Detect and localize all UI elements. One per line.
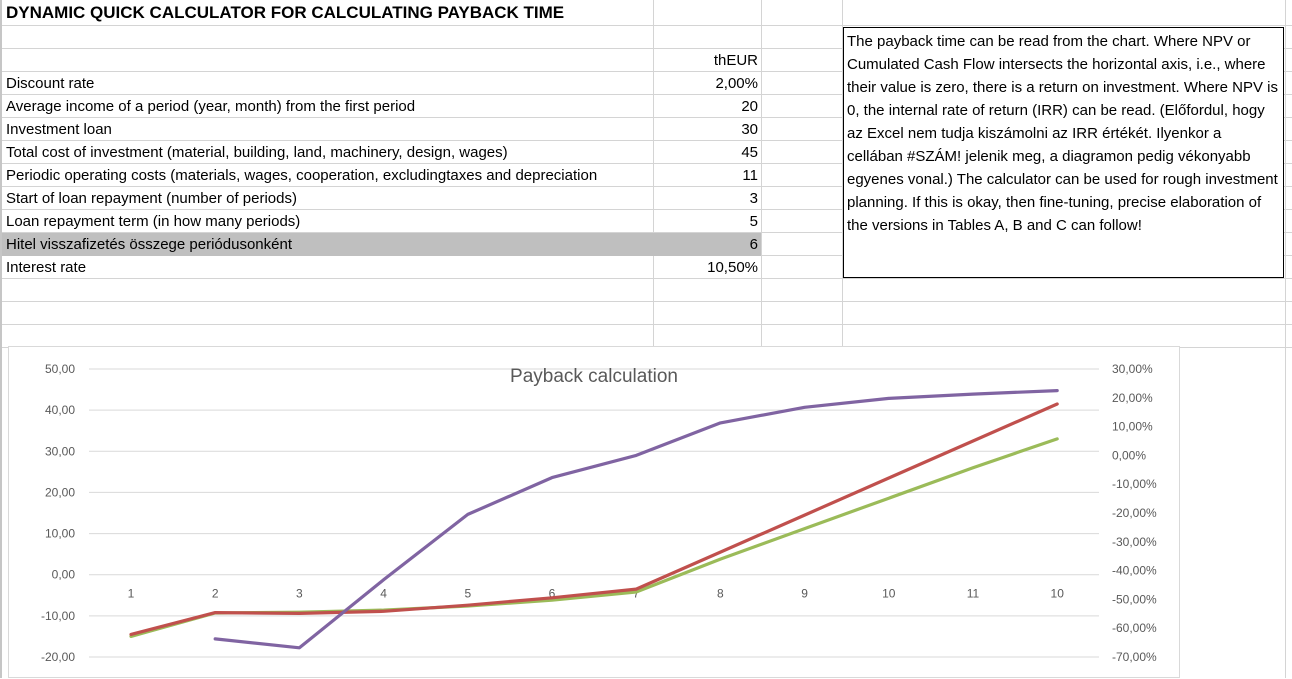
y-tick-label: 10,00: [45, 527, 75, 541]
payback-chart-svg: 50,00 40,00 30,00 20,00 10,00 0,00 -10,00 -20,0…: [41, 362, 1157, 664]
highlighted-row-background: [2, 233, 761, 256]
series-line-1: [129, 437, 1059, 638]
row-value-total-cost[interactable]: 45: [741, 144, 758, 161]
y-tick-label: 0,00: [52, 568, 76, 582]
y2-tick-label: -10,00%: [1112, 477, 1157, 491]
y2-tick-label: -40,00%: [1112, 564, 1157, 578]
series-line-3: [213, 389, 1059, 650]
y2-tick-label: 0,00%: [1112, 448, 1146, 462]
x-tick-label: 9: [801, 587, 808, 601]
row-value-interest-rate[interactable]: 10,50%: [707, 259, 758, 276]
row-value-investment-loan[interactable]: 30: [741, 121, 758, 138]
row-value-repayment-amount[interactable]: 6: [749, 236, 758, 253]
y2-tick-label: -50,00%: [1112, 592, 1157, 606]
unit-header[interactable]: thEUR: [713, 52, 758, 69]
row-label-repayment-amount[interactable]: Hitel visszafizetés összege periódusonké…: [6, 236, 292, 253]
row-label-discount-rate[interactable]: Discount rate: [6, 75, 95, 92]
x-tick-label: 2: [212, 587, 219, 601]
x-tick-label: 10: [1051, 587, 1065, 601]
y-tick-label: 30,00: [45, 444, 75, 458]
payback-chart[interactable]: 50,00 40,00 30,00 20,00 10,00 0,00 -10,00 -20,0…: [8, 346, 1180, 678]
row-value-discount-rate[interactable]: 2,00%: [715, 75, 758, 92]
y2-tick-label: -60,00%: [1112, 621, 1157, 635]
y-tick-label: -10,00: [41, 609, 75, 623]
explanation-textbox[interactable]: The payback time can be read from the ch…: [843, 27, 1284, 278]
chart-title: Payback calculation: [510, 366, 678, 387]
row-label-total-cost[interactable]: Total cost of investment (material, buil…: [6, 144, 508, 161]
row-label-operating-costs[interactable]: Periodic operating costs (materials, wag…: [6, 167, 598, 184]
x-tick-label: 6: [549, 587, 556, 601]
row-value-loan-start[interactable]: 3: [749, 190, 758, 207]
x-tick-label: 7: [633, 587, 640, 601]
x-tick-label: 4: [380, 587, 387, 601]
row-label-average-income[interactable]: Average income of a period (year, month)…: [6, 98, 416, 115]
row-label-interest-rate[interactable]: Interest rate: [6, 259, 87, 276]
y2-tick-label: 10,00%: [1112, 420, 1153, 434]
y2-tick-label: -30,00%: [1112, 535, 1157, 549]
y-tick-label: -20,00: [41, 650, 75, 664]
y2-tick-label: -20,00%: [1112, 506, 1157, 520]
row-value-average-income[interactable]: 20: [741, 98, 758, 115]
y2-tick-label: 20,00%: [1112, 391, 1153, 405]
row-value-operating-costs[interactable]: 11: [742, 167, 758, 184]
row-label-loan-term[interactable]: Loan repayment term (in how many periods…: [6, 213, 301, 230]
y-tick-label: 50,00: [45, 362, 75, 376]
x-tick-label: 5: [464, 587, 471, 601]
x-tick-label: 11: [967, 587, 980, 601]
y2-tick-label: 30,00%: [1112, 362, 1153, 376]
row-label-loan-start[interactable]: Start of loan repayment (number of perio…: [6, 190, 297, 207]
series-line-2: [129, 402, 1059, 636]
row-value-loan-term[interactable]: 5: [749, 213, 758, 230]
y-tick-label: 20,00: [45, 485, 75, 499]
x-tick-label: 1: [128, 587, 135, 601]
x-tick-label: 8: [717, 587, 724, 601]
x-tick-label: 3: [296, 587, 303, 601]
y-tick-label: 40,00: [45, 403, 75, 417]
x-tick-label: 10: [882, 587, 896, 601]
y2-tick-label: -70,00%: [1112, 650, 1157, 664]
row-label-investment-loan[interactable]: Investment loan: [6, 121, 112, 138]
sheet-title[interactable]: DYNAMIC QUICK CALCULATOR FOR CALCULATING…: [6, 3, 565, 22]
